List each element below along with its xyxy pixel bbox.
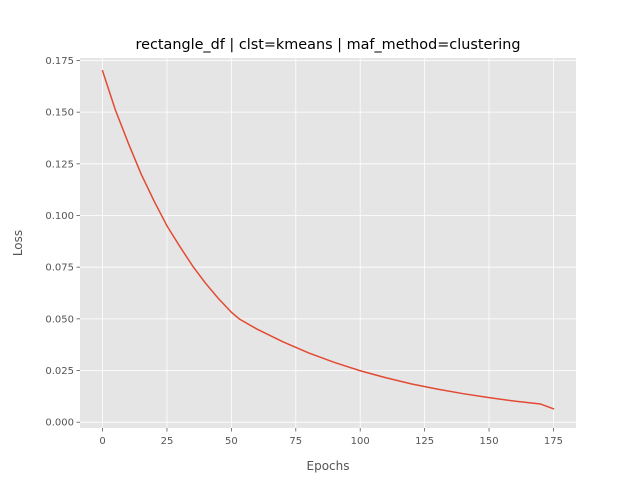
plot-area xyxy=(80,58,576,428)
y-tick-label: 0.100 xyxy=(45,211,74,222)
x-tick-label: 50 xyxy=(225,436,238,447)
grid-lines xyxy=(80,58,576,428)
x-tick-label: 175 xyxy=(544,436,563,447)
x-tick-label: 150 xyxy=(479,436,498,447)
y-axis-ticks: 0.000 0.025 0.050 0.075 0.100 0.125 0.150 0.175 xyxy=(45,56,80,429)
x-tick-label: 25 xyxy=(161,436,174,447)
y-tick-label: 0.150 xyxy=(45,108,74,119)
y-tick-label: 0.175 xyxy=(45,56,74,67)
chart-title: rectangle_df | clst=kmeans | maf_method=… xyxy=(136,37,521,53)
y-tick-label: 0.075 xyxy=(45,263,74,274)
x-tick-label: 75 xyxy=(289,436,302,447)
loss-series-line xyxy=(101,69,555,410)
x-axis-ticks: 0 25 50 75 100 125 150 175 xyxy=(99,428,563,447)
x-tick-label: 0 xyxy=(99,436,105,447)
x-tick-label: 100 xyxy=(351,436,370,447)
x-axis-label: Epochs xyxy=(307,459,350,473)
y-tick-label: 0.000 xyxy=(45,418,74,429)
y-tick-label: 0.050 xyxy=(45,314,74,325)
y-tick-label: 0.125 xyxy=(45,159,74,170)
y-tick-label: 0.025 xyxy=(45,366,74,377)
x-tick-label: 125 xyxy=(415,436,434,447)
series-layer xyxy=(101,69,555,410)
y-axis-label: Loss xyxy=(11,230,25,256)
